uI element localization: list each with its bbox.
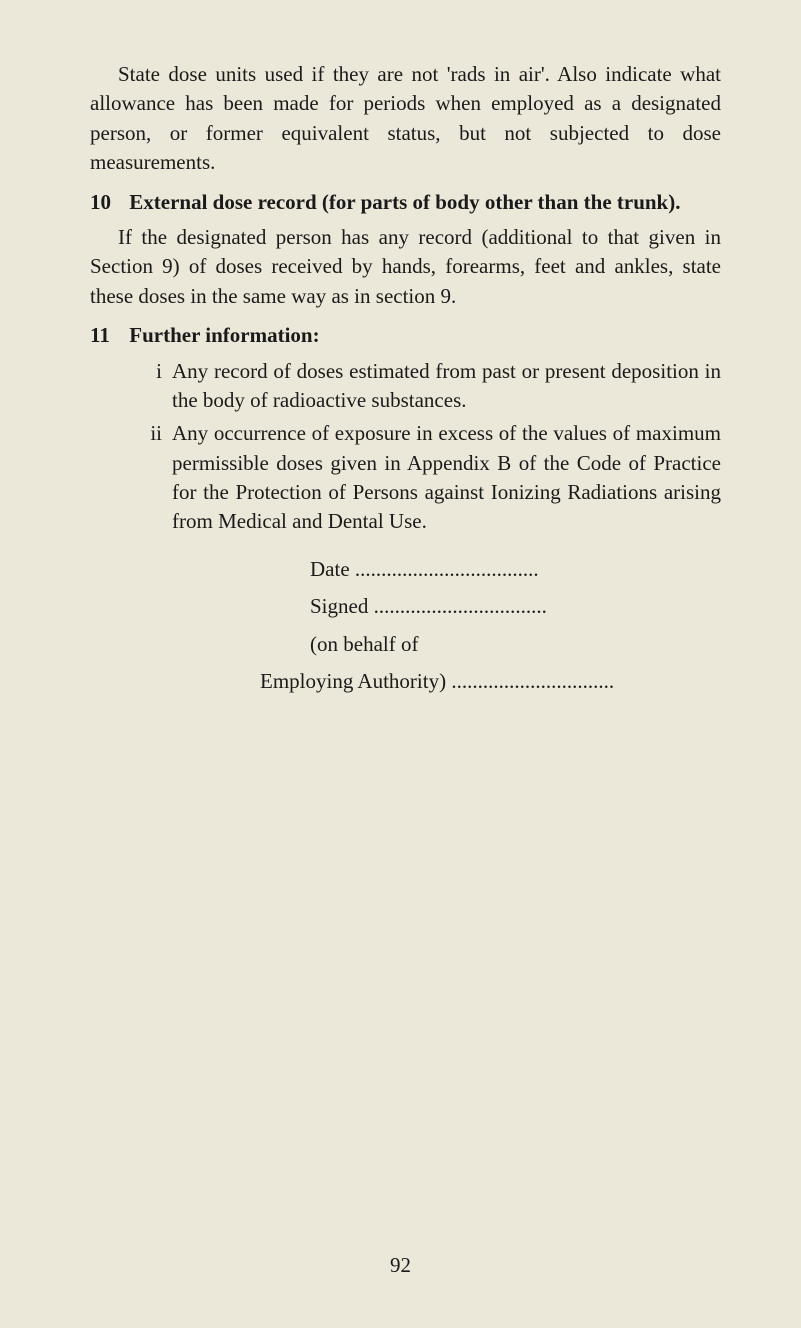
- list-item-i: i Any record of doses estimated from pas…: [144, 357, 721, 416]
- behalf-line: (on behalf of: [310, 630, 721, 659]
- section-11-title: Further information:: [129, 323, 319, 347]
- list-text-i: Any record of doses estimated from past …: [172, 357, 721, 416]
- authority-line: Employing Authority) ...................…: [260, 667, 721, 696]
- section-10-paragraph: If the designated person has any record …: [90, 223, 721, 311]
- section-11-heading: 11 Further information:: [90, 321, 721, 350]
- section-10-heading: 10 External dose record (for parts of bo…: [90, 188, 721, 217]
- list-item-ii: ii Any occurrence of exposure in excess …: [144, 419, 721, 537]
- document-body: State dose units used if they are not 'r…: [90, 60, 721, 696]
- paragraph-intro: State dose units used if they are not 'r…: [90, 60, 721, 178]
- section-10-title: External dose record (for parts of body …: [129, 190, 680, 214]
- section-11-number: 11: [90, 321, 124, 350]
- list-text-ii: Any occurrence of exposure in excess of …: [172, 419, 721, 537]
- page-number: 92: [0, 1253, 801, 1278]
- date-line: Date ...................................: [310, 555, 721, 584]
- section-10-number: 10: [90, 188, 124, 217]
- list-marker-ii: ii: [144, 419, 172, 537]
- signature-block: Date ...................................…: [310, 555, 721, 697]
- list-marker-i: i: [144, 357, 172, 416]
- signed-line: Signed .................................: [310, 592, 721, 621]
